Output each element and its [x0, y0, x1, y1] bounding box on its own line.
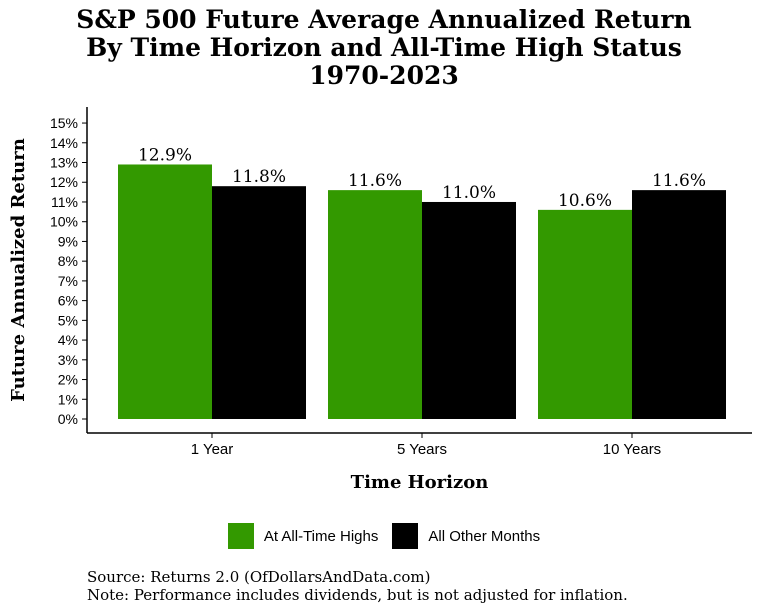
bar-other-months-1-year — [212, 186, 306, 419]
y-tick-label: 2% — [58, 372, 78, 388]
legend-swatch-black — [392, 523, 419, 549]
x-tick-label: 10 Years — [603, 441, 661, 458]
y-axis-label: Future Annualized Return — [8, 138, 29, 402]
y-tick-label: 10% — [50, 214, 78, 230]
chart-title: S&P 500 Future Average Annualized Return… — [0, 6, 768, 90]
bar-other-months-5-years — [422, 201, 516, 419]
bar-all-time-highs-1-year — [118, 164, 212, 419]
chart-title-line-3: 1970-2023 — [309, 61, 459, 90]
bar-all-time-highs-10-years — [538, 209, 632, 419]
y-tick-label: 11% — [51, 194, 78, 210]
y-axis-ticks: 0% 1% 2% 3% 4% 5% 6% 7% 8% 9% 10% 11% 12% 13% 14% 15% — [50, 115, 87, 427]
bar-chart: 0% 1% 2% 3% 4% 5% 6% 7% 8% 9% 10% 11% 12% 13% 14% 15% 1… — [8, 107, 752, 493]
legend-item-at-all-time-highs: At All-Time Highs — [227, 523, 379, 549]
bar-value-labels: 12.9% 11.8% 11.6% 11.0% 10.6% 11.6% — [138, 145, 706, 210]
legend-item-all-other-months: All Other Months — [392, 523, 540, 549]
x-tick-label: 1 Year — [191, 441, 234, 458]
bar-value-label: 11.6% — [652, 171, 706, 191]
bar-value-label: 10.6% — [558, 191, 612, 211]
chart-title-line-1: S&P 500 Future Average Annualized Return — [76, 5, 692, 34]
y-tick-label: 14% — [50, 135, 78, 151]
source-note: Source: Returns 2.0 (OfDollarsAndData.co… — [87, 568, 431, 586]
bars — [118, 164, 726, 419]
y-tick-label: 3% — [58, 352, 78, 368]
y-tick-label: 0% — [58, 411, 78, 427]
x-tick-label: 5 Years — [397, 441, 447, 458]
y-tick-label: 6% — [58, 293, 78, 309]
legend-label: At All-Time Highs — [263, 527, 379, 545]
legend: At All-Time Highs All Other Months — [0, 523, 768, 549]
y-tick-label: 7% — [58, 273, 78, 289]
chart-title-line-2: By Time Horizon and All-Time High Status — [86, 33, 682, 62]
bar-other-months-10-years — [632, 190, 726, 419]
bar-all-time-highs-5-years — [328, 190, 422, 419]
y-tick-label: 9% — [58, 233, 78, 249]
bar-value-label: 11.6% — [348, 171, 402, 191]
inflation-note: Note: Performance includes dividends, bu… — [87, 586, 628, 604]
legend-label: All Other Months — [428, 527, 541, 545]
y-tick-label: 5% — [58, 312, 78, 328]
y-tick-label: 4% — [58, 332, 78, 348]
bar-value-label: 11.8% — [232, 167, 286, 187]
y-tick-label: 12% — [50, 174, 78, 190]
y-tick-label: 8% — [58, 253, 78, 269]
x-axis-label: Time Horizon — [351, 472, 489, 493]
legend-swatch-green — [227, 523, 254, 549]
footnotes: Source: Returns 2.0 (OfDollarsAndData.co… — [87, 568, 628, 604]
bar-value-label: 12.9% — [138, 145, 192, 165]
x-axis-ticks: 1 Year 5 Years 10 Years — [191, 433, 661, 458]
y-tick-label: 13% — [50, 155, 78, 171]
y-tick-label: 15% — [50, 115, 78, 131]
bar-value-label: 11.0% — [442, 183, 496, 203]
y-tick-label: 1% — [58, 391, 78, 407]
